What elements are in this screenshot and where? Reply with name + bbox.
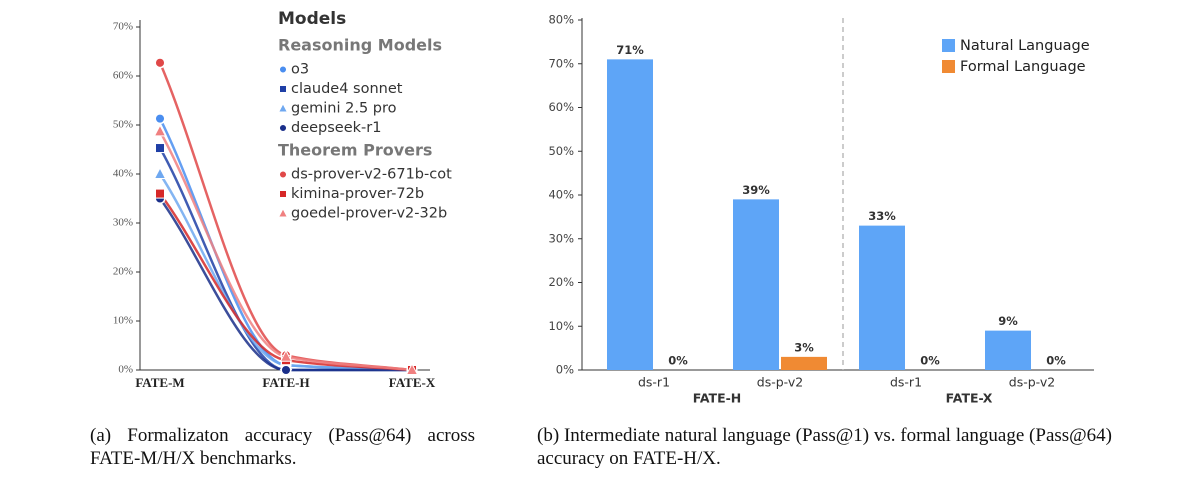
y-tick-label: 40% [113, 168, 133, 180]
marker [279, 85, 287, 93]
x-tick-label: FATE-X [389, 375, 436, 390]
y-tick-label: 20% [548, 275, 574, 289]
series-line [158, 197, 412, 372]
value-label: 3% [794, 340, 814, 354]
marker [279, 349, 293, 362]
marker [155, 188, 165, 199]
y-tick-label: 10% [548, 319, 574, 333]
y-tick-label: 50% [548, 144, 574, 158]
y-tick-label: 10% [113, 315, 133, 327]
legend-label: o3 [291, 62, 309, 78]
marker [278, 208, 288, 218]
y-tick-label: 0% [556, 363, 574, 377]
group-label: FATE-X [946, 391, 993, 406]
marker [278, 65, 288, 74]
marker [278, 123, 288, 133]
bar [859, 225, 905, 370]
marker [278, 103, 288, 113]
marker [279, 190, 287, 198]
legend-label: ds-prover-v2-671b-cot [291, 167, 452, 183]
y-tick-label: 0% [118, 364, 133, 376]
y-tick-label: 40% [548, 188, 574, 202]
y-tick-label: 70% [113, 21, 133, 33]
y-tick-label: 60% [113, 70, 133, 82]
legend-label: kimina-prover-72b [291, 186, 424, 202]
figure: 0% 10% 20% 30% 40% 50% 60% 70% FATE-M FATE-H FATE-… [113, 9, 1094, 406]
y-tick-label: 20% [113, 266, 133, 278]
y-tick-label: 80% [548, 13, 574, 27]
legend-group: Reasoning Models [278, 36, 442, 55]
value-label: 0% [1046, 354, 1066, 368]
legend-label: deepseek-r1 [291, 120, 381, 136]
value-label: 33% [868, 209, 896, 223]
value-label: 0% [668, 354, 688, 368]
group-label: FATE-H [693, 391, 742, 406]
y-tick-label: 50% [113, 119, 133, 131]
x-tick-label: ds-r1 [638, 375, 670, 390]
x-tick-label: ds-r1 [890, 375, 922, 390]
legend-title: Models [278, 9, 346, 29]
bar [781, 356, 827, 370]
marker [280, 364, 292, 376]
value-label: 71% [616, 43, 644, 57]
caption: (b) Intermediate natural language (Pass@… [537, 425, 1112, 469]
x-tick-label: ds-p-v2 [1009, 375, 1055, 390]
y-tick-label: 30% [548, 231, 574, 245]
x-tick-label: FATE-H [262, 375, 309, 390]
marker [405, 362, 419, 375]
marker [153, 124, 167, 137]
legend-swatch [942, 39, 955, 52]
legend-swatch [942, 60, 955, 73]
series-line [158, 173, 413, 372]
y-tick-label: 60% [548, 100, 574, 114]
value-label: 39% [742, 183, 770, 197]
marker [153, 166, 167, 179]
caption: (a) Formalizaton accuracy (Pass@64) acro… [90, 425, 475, 469]
marker [154, 113, 166, 125]
legend-label: Formal Language [960, 59, 1086, 75]
x-tick-label: FATE-M [135, 375, 184, 390]
legend-group: Theorem Provers [278, 141, 432, 160]
legend-label: gemini 2.5 pro [291, 101, 397, 117]
marker [155, 143, 165, 154]
marker [278, 170, 288, 179]
bar [733, 199, 779, 370]
marker [154, 57, 166, 69]
value-label: 9% [998, 314, 1018, 328]
bar [985, 330, 1031, 370]
legend-label: Natural Language [960, 38, 1090, 54]
value-label: 0% [920, 354, 940, 368]
legend-label: claude4 sonnet [291, 81, 403, 97]
bar [607, 59, 653, 370]
x-tick-label: ds-p-v2 [757, 375, 803, 390]
y-tick-label: 30% [113, 217, 133, 229]
y-tick-label: 70% [548, 56, 574, 70]
legend-label: goedel-prover-v2-32b [291, 206, 447, 222]
series-line [158, 130, 413, 372]
